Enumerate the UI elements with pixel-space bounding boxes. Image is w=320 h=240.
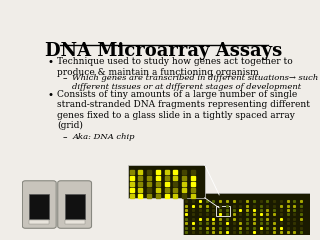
Bar [128,165,204,198]
Text: •: • [47,90,53,100]
Bar [216,206,230,216]
Text: Aka: DNA chip: Aka: DNA chip [72,133,135,141]
Bar [65,220,84,223]
Text: Which genes are transcribed in different situations→ such as
different tissues o: Which genes are transcribed in different… [72,74,320,91]
Bar [29,194,49,219]
Bar [183,193,310,235]
Text: Consists of tiny amounts of a large number of single
strand-stranded DNA fragmen: Consists of tiny amounts of a large numb… [57,90,310,130]
Text: •: • [47,57,53,67]
Text: Technique used to study how genes act together to
produce & maintain a functioni: Technique used to study how genes act to… [57,57,293,77]
FancyBboxPatch shape [22,181,56,228]
Text: –: – [62,74,67,83]
Bar [29,220,49,223]
Text: –: – [62,133,67,142]
Text: DNA Microarray Assays: DNA Microarray Assays [45,42,283,60]
Bar [65,194,84,219]
FancyBboxPatch shape [58,181,92,228]
